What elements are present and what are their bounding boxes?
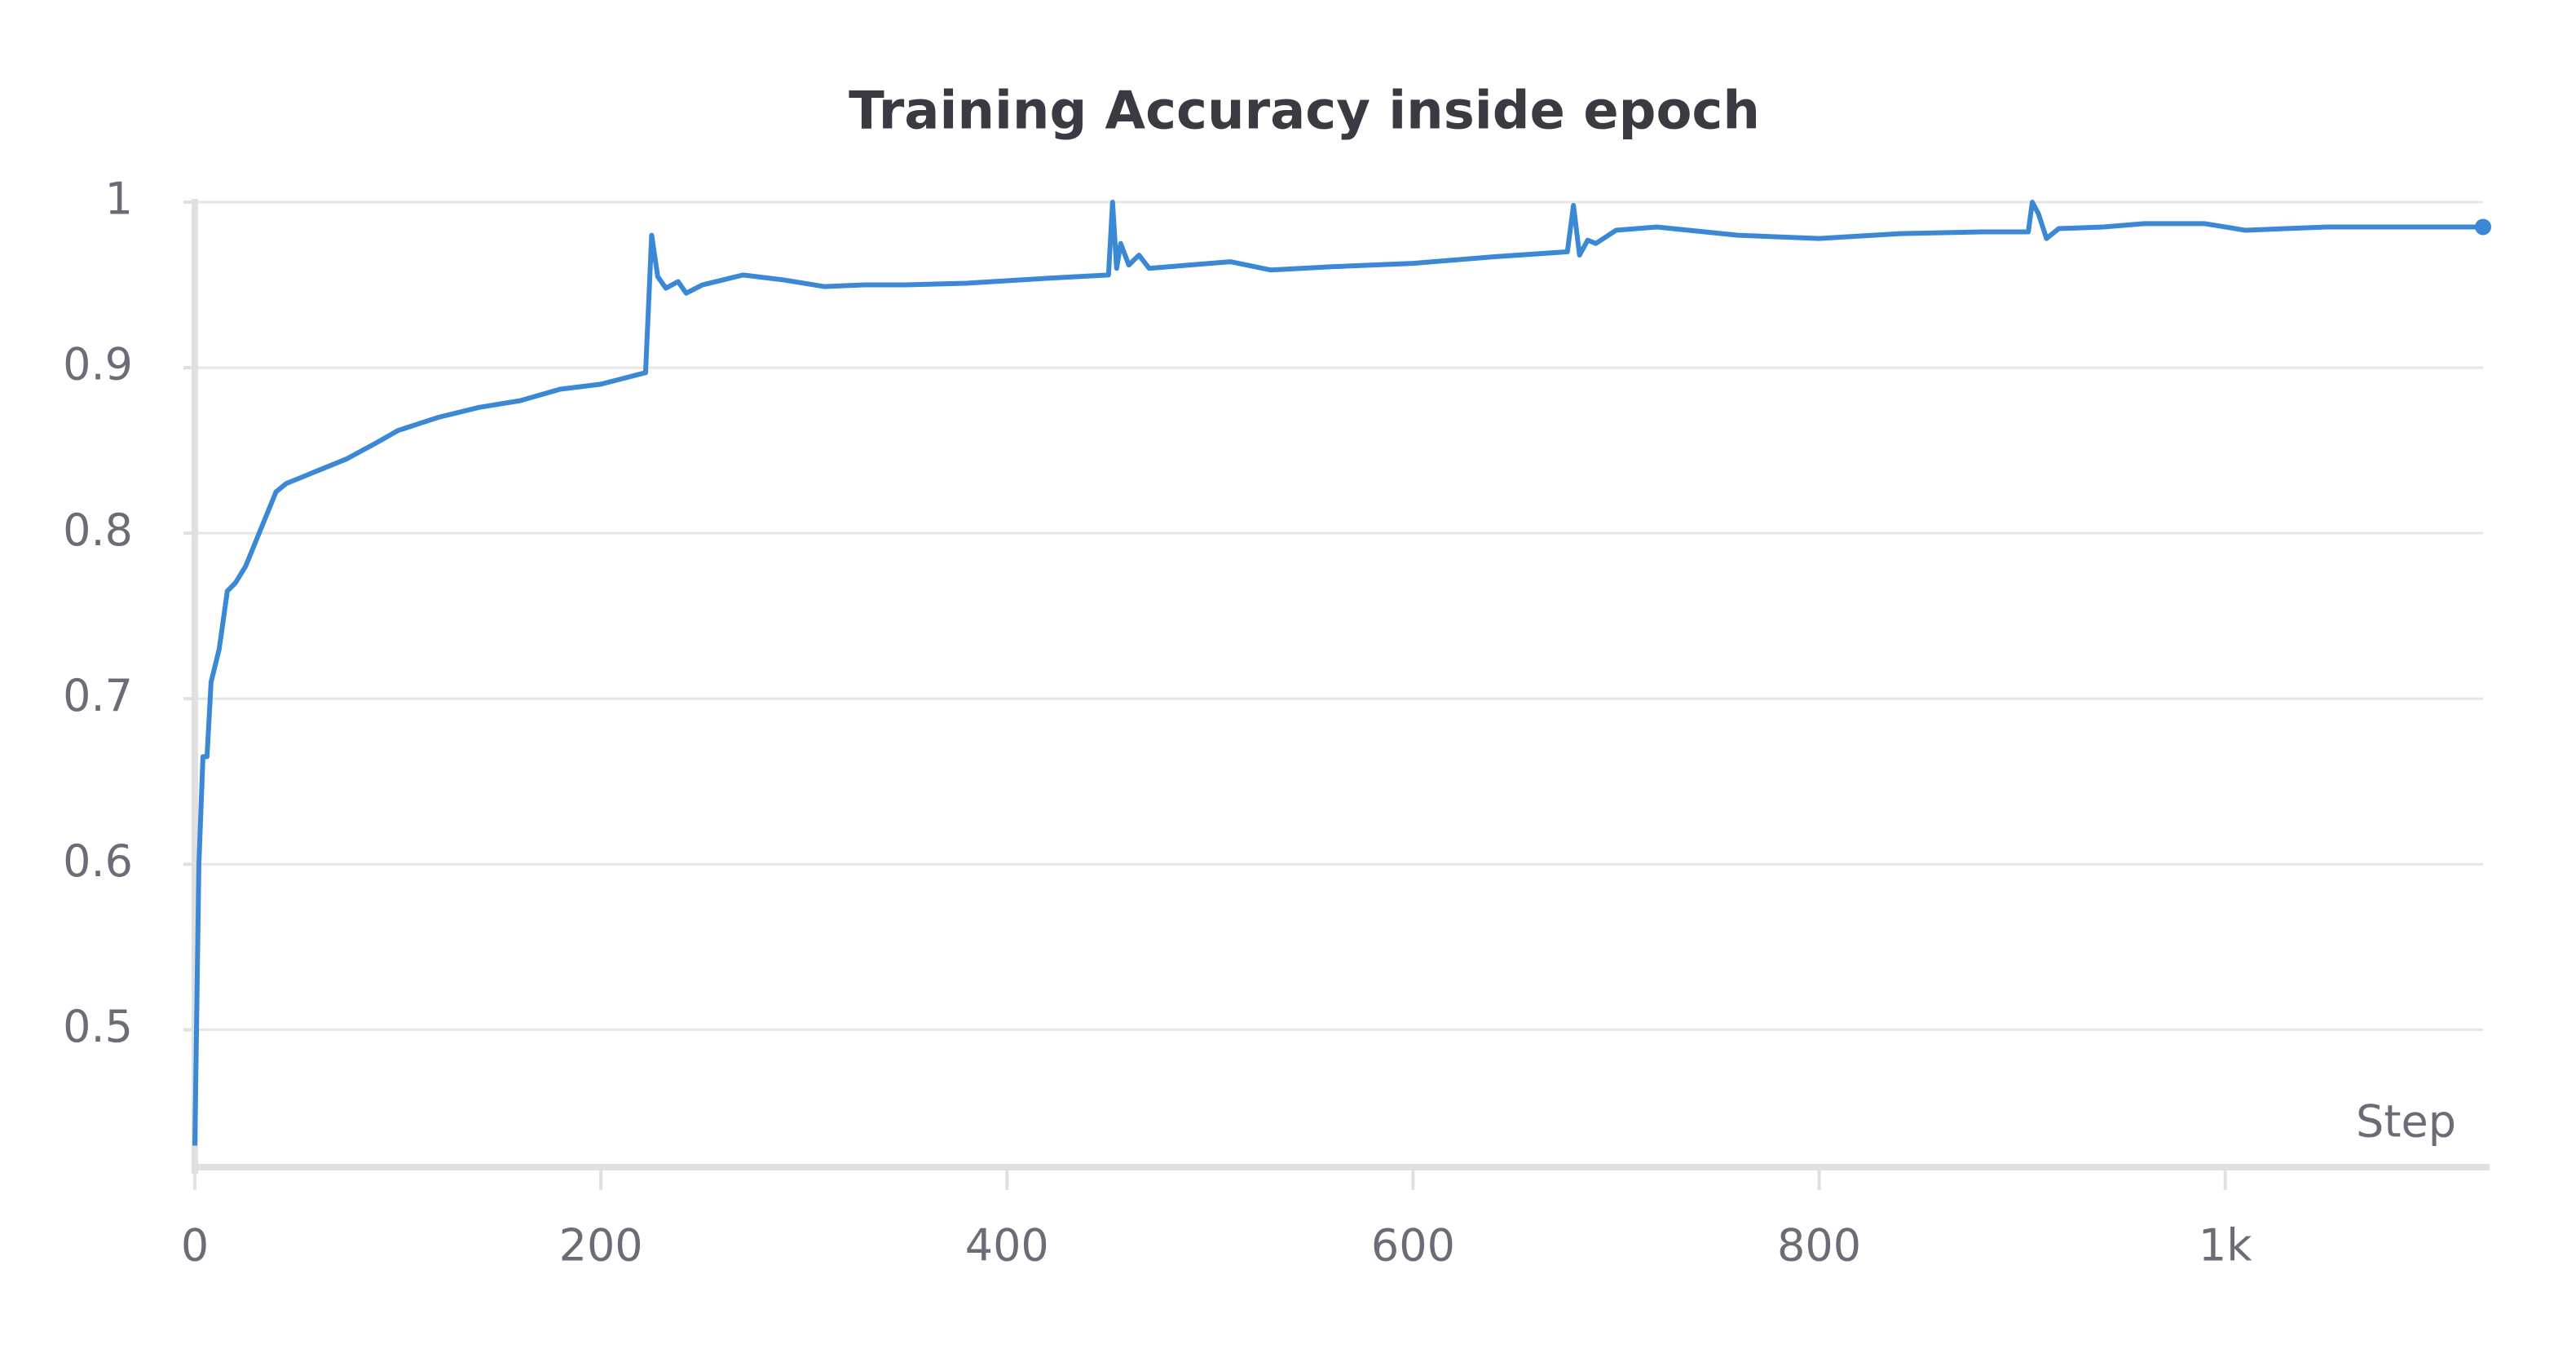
end-marker (2475, 218, 2491, 236)
x-tick-label: 400 (965, 1220, 1049, 1271)
y-tick-label: 0.9 (63, 339, 133, 390)
x-tick-label: 600 (1371, 1220, 1455, 1271)
x-tick-label: 0 (181, 1220, 209, 1271)
y-tick-label: 0.5 (63, 1001, 133, 1052)
chart-title: Training Accuracy inside epoch (849, 82, 1760, 142)
y-tick-label: 1 (105, 174, 133, 225)
x-axis-label: Step (2356, 1096, 2456, 1148)
line-series (192, 200, 2483, 1146)
y-tick-label: 0.6 (63, 835, 133, 887)
x-tick-label: 1k (2199, 1220, 2252, 1271)
y-tick-label: 0.8 (63, 505, 133, 556)
x-tick-label: 200 (559, 1220, 643, 1271)
x-tick-label: 800 (1777, 1220, 1861, 1271)
y-tick-label: 0.7 (63, 670, 133, 721)
